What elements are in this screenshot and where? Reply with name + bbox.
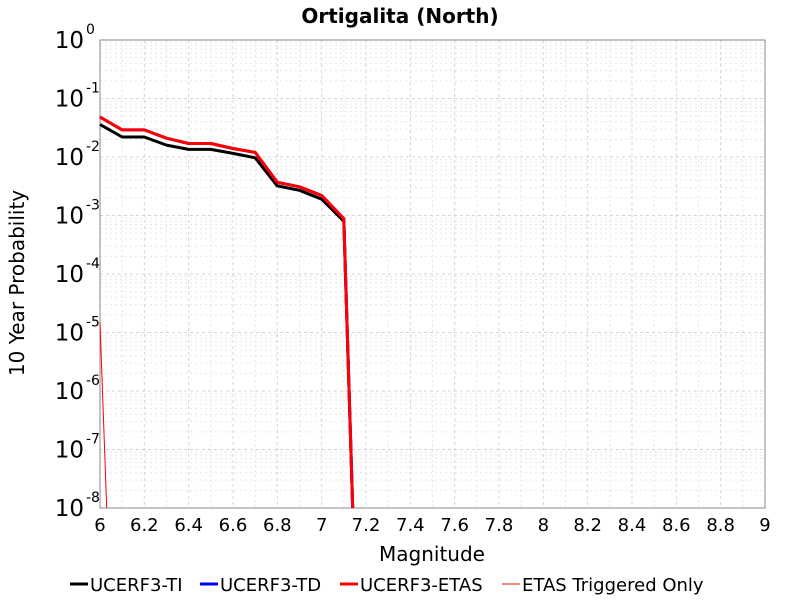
plot-area-border bbox=[99, 39, 766, 509]
y-tick-label: 10 -5 bbox=[55, 315, 100, 347]
y-tick-label: 10 -3 bbox=[55, 198, 100, 230]
x-tick-label: 8.8 bbox=[706, 515, 735, 536]
x-tick-label: 6.8 bbox=[263, 515, 292, 536]
x-tick-label: 8.4 bbox=[618, 515, 647, 536]
x-tick-label: 7.6 bbox=[440, 515, 469, 536]
legend-label: ETAS Triggered Only bbox=[522, 575, 704, 596]
legend-label: UCERF3-ETAS bbox=[360, 575, 483, 596]
x-tick-label: 6.2 bbox=[130, 515, 159, 536]
y-axis-label: 10 Year Probability bbox=[5, 190, 29, 376]
y-tick-exponent: -2 bbox=[86, 139, 100, 155]
legend-label: UCERF3-TD bbox=[220, 575, 321, 596]
y-tick-base: 10 bbox=[55, 321, 84, 347]
y-tick-exponent: -8 bbox=[86, 490, 100, 506]
x-axis-label: Magnitude bbox=[379, 542, 485, 566]
y-tick-exponent: -7 bbox=[86, 432, 100, 448]
x-tick-label: 6.4 bbox=[174, 515, 203, 536]
x-tick-label: 8.2 bbox=[573, 515, 602, 536]
series-layer bbox=[99, 115, 355, 509]
y-tick-base: 10 bbox=[55, 87, 84, 113]
y-tick-exponent: 0 bbox=[86, 22, 95, 38]
x-tick-label: 8 bbox=[538, 515, 549, 536]
x-tick-label: 7 bbox=[316, 515, 327, 536]
x-tick-label: 9 bbox=[759, 515, 770, 536]
x-tick-label: 7.2 bbox=[352, 515, 381, 536]
y-tick-exponent: -3 bbox=[86, 198, 100, 214]
y-tick-label: 10 -2 bbox=[55, 139, 100, 171]
y-tick-label: 10 -7 bbox=[55, 432, 100, 464]
y-tick-base: 10 bbox=[55, 438, 84, 464]
y-tick-base: 10 bbox=[55, 262, 84, 288]
y-tick-label: 10 -6 bbox=[55, 373, 100, 405]
y-tick-exponent: -6 bbox=[86, 373, 100, 389]
series-line-3 bbox=[99, 322, 108, 509]
y-tick-exponent: -5 bbox=[86, 315, 100, 331]
x-tick-label: 7.8 bbox=[485, 515, 514, 536]
x-tick-labels: 6 6.2 6.4 6.6 6.8 7 7.2 7.4 7.6 7.8 8 8.2 8.4 8.6 8.8 9 bbox=[94, 515, 770, 536]
x-tick-label: 6.6 bbox=[219, 515, 248, 536]
y-tick-label: 10 -8 bbox=[55, 490, 100, 522]
y-tick-base: 10 bbox=[55, 145, 84, 171]
y-tick-base: 10 bbox=[55, 204, 84, 230]
y-tick-label: 10 0 bbox=[55, 22, 95, 54]
grid bbox=[100, 40, 765, 508]
legend: UCERF3-TI UCERF3-TD UCERF3-ETAS ETAS Trigge… bbox=[70, 575, 704, 596]
y-tick-base: 10 bbox=[55, 496, 84, 522]
chart-title: Ortigalita (North) bbox=[301, 4, 498, 28]
x-tick-label: 7.4 bbox=[396, 515, 425, 536]
legend-label: UCERF3-TI bbox=[90, 575, 183, 596]
y-tick-base: 10 bbox=[55, 28, 84, 54]
y-tick-label: 10 -1 bbox=[55, 81, 100, 113]
y-tick-exponent: -4 bbox=[86, 256, 100, 272]
series-line-2 bbox=[99, 115, 355, 509]
y-tick-exponent: -1 bbox=[86, 81, 100, 97]
x-tick-label: 8.6 bbox=[662, 515, 691, 536]
y-tick-base: 10 bbox=[55, 379, 84, 405]
x-tick-label: 6 bbox=[94, 515, 105, 536]
series-line-0 bbox=[99, 123, 355, 509]
y-tick-label: 10 -4 bbox=[55, 256, 100, 288]
